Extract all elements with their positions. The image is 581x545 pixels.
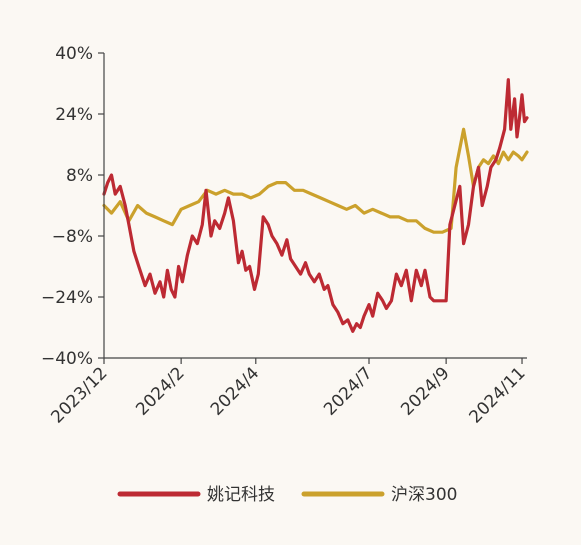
y-tick-label: 8% — [66, 166, 93, 186]
x-tick-label: 2024/11 — [465, 363, 529, 427]
legend-label-yaoji: 姚记科技 — [207, 485, 275, 505]
series-layer — [102, 78, 529, 333]
y-tick-label: −8% — [52, 227, 93, 247]
series-line-yaoji — [102, 78, 529, 333]
legend-label-hs300: 沪深300 — [391, 485, 457, 505]
y-tick-label: −40% — [41, 349, 93, 369]
x-tick-label: 2024/7 — [320, 363, 376, 419]
y-axis-ticks: 40% 24% 8% −8% −24% −40% — [41, 44, 104, 369]
x-tick-label: 2024/2 — [132, 363, 188, 419]
series-line-hs300 — [102, 127, 529, 234]
x-axis-ticks: 2023/12 2024/2 2024/4 2024/7 2024/9 2024/11 — [47, 358, 530, 427]
x-tick-label: 2024/9 — [397, 363, 453, 419]
legend: 姚记科技 沪深300 — [117, 485, 457, 505]
y-tick-label: 24% — [55, 105, 93, 125]
x-tick-label: 2023/12 — [47, 363, 111, 427]
x-tick-label: 2024/4 — [207, 363, 263, 419]
y-tick-label: −24% — [41, 288, 93, 308]
y-tick-label: 40% — [55, 44, 93, 64]
